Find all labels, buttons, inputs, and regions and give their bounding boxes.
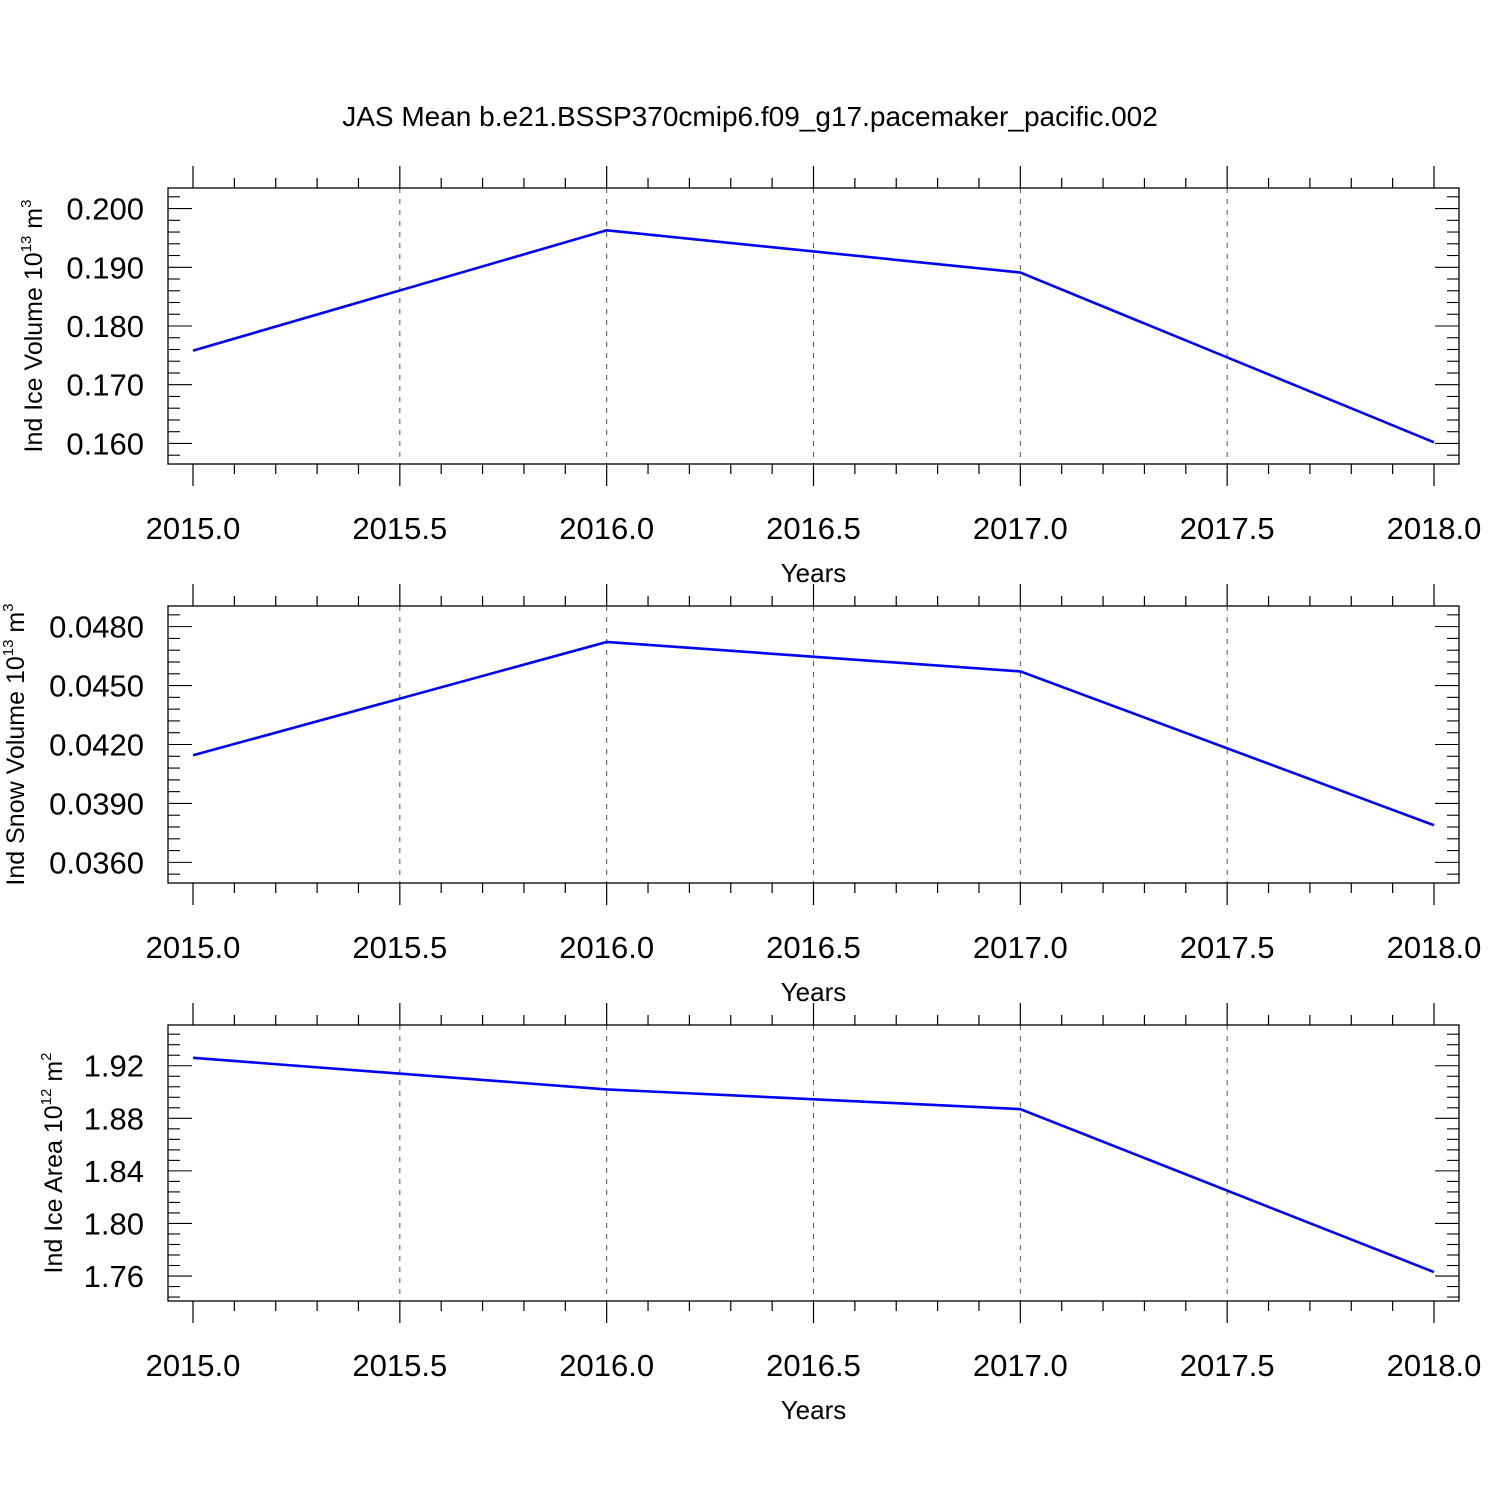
y-tick-label: 1.88 [84, 1101, 144, 1136]
y-tick-label: 1.92 [84, 1049, 144, 1084]
y-tick-label: 0.0480 [49, 610, 144, 645]
x-tick-label: 2016.0 [559, 1348, 654, 1383]
x-tick-label: 2016.5 [766, 930, 861, 965]
x-tick-label: 2018.0 [1387, 1348, 1482, 1383]
x-tick-label: 2017.5 [1180, 930, 1275, 965]
x-axis-label: Years [781, 558, 847, 588]
chart-panel-3: 1.76 1.80 1.84 1.88 1.92 2015.0 2015.5 2016.0 20… [38, 1003, 1481, 1425]
x-tick-label: 2017.0 [973, 1348, 1068, 1383]
y-axis-label: Ind Ice Volume 1013 m3 [18, 200, 48, 453]
y-tick-label: 0.160 [66, 426, 144, 461]
x-tick-label: 2016.0 [559, 511, 654, 546]
y-tick-label: 1.80 [84, 1206, 144, 1241]
series-line [192, 1056, 1435, 1274]
y-tick-label: 1.76 [84, 1259, 144, 1294]
y-tick-label: 0.200 [66, 192, 144, 227]
chart-panel-2: 0.0360 0.0390 0.0420 0.0450 0.0480 2015.0 2015… [0, 584, 1481, 1007]
x-tick-label: 2016.5 [766, 1348, 861, 1383]
figure-title: JAS Mean b.e21.BSSP370cmip6.f09_g17.pace… [342, 101, 1158, 132]
y-tick-label: 0.170 [66, 368, 144, 403]
y-tick-label: 1.84 [84, 1154, 144, 1189]
x-tick-label: 2017.0 [973, 930, 1068, 965]
y-axis-label: Ind Snow Volume 1013 m3 [0, 603, 30, 885]
y-tick-label: 0.0390 [49, 786, 144, 821]
y-tick-label: 0.180 [66, 309, 144, 344]
x-tick-label: 2015.5 [352, 511, 447, 546]
x-tick-label: 2017.5 [1180, 1348, 1275, 1383]
x-axis-label: Years [781, 1395, 847, 1425]
x-tick-label: 2015.0 [146, 511, 241, 546]
chart-panel-1: 0.160 0.170 0.180 0.190 0.200 2015.0 2015.5 201… [18, 166, 1481, 588]
panels: 0.160 0.170 0.180 0.190 0.200 2015.0 2015.5 201… [0, 166, 1481, 1425]
series-line [192, 640, 1435, 827]
y-axis-label: Ind Ice Area 1012 m2 [38, 1053, 68, 1274]
x-axis-label: Years [781, 977, 847, 1007]
x-tick-label: 2016.0 [559, 930, 654, 965]
x-tick-label: 2015.0 [146, 930, 241, 965]
series-line [192, 228, 1435, 444]
x-tick-label: 2015.5 [352, 1348, 447, 1383]
y-tick-label: 0.190 [66, 250, 144, 285]
x-tick-label: 2016.5 [766, 511, 861, 546]
x-tick-label: 2017.0 [973, 511, 1068, 546]
x-tick-label: 2018.0 [1387, 930, 1482, 965]
x-tick-label: 2018.0 [1387, 511, 1482, 546]
x-tick-label: 2017.5 [1180, 511, 1275, 546]
y-tick-label: 0.0450 [49, 669, 144, 704]
y-tick-label: 0.0420 [49, 728, 144, 763]
x-tick-label: 2015.5 [352, 930, 447, 965]
y-tick-label: 0.0360 [49, 845, 144, 880]
x-tick-label: 2015.0 [146, 1348, 241, 1383]
